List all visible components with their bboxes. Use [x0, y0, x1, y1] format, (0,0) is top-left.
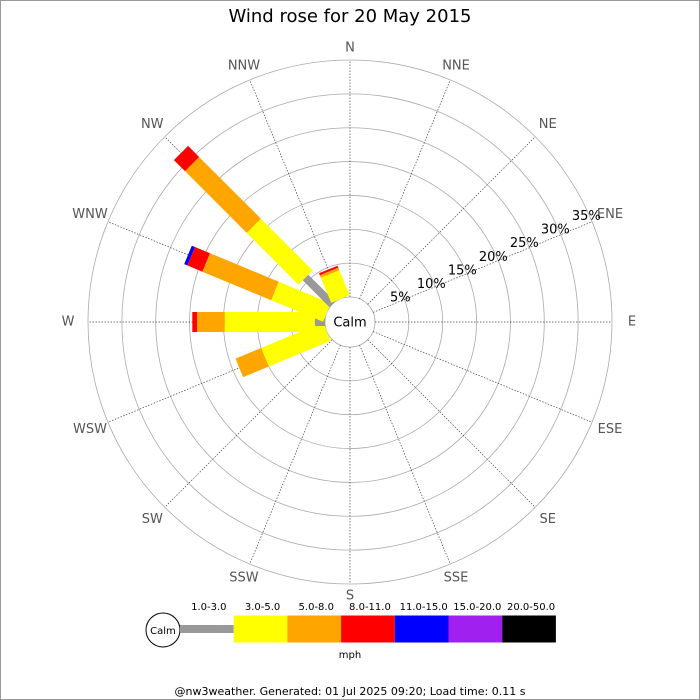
spoke [367, 136, 536, 305]
direction-label: SE [540, 512, 556, 527]
r-tick-label: 30% [541, 223, 570, 238]
legend-label: 3.0-5.0 [245, 602, 280, 613]
r-tick-label: 10% [417, 277, 446, 292]
direction-label: N [345, 41, 355, 56]
direction-label: NW [141, 117, 164, 132]
legend-swatch [180, 625, 234, 633]
bar-segment [173, 145, 200, 172]
spoke [249, 344, 341, 565]
direction-label: E [628, 315, 636, 330]
r-tick-label: 15% [448, 263, 477, 278]
legend-swatch [448, 615, 503, 643]
direction-label: ENE [597, 207, 623, 222]
bar-segment [319, 265, 339, 276]
legend-unit: mph [339, 650, 361, 661]
chart-title: Wind rose for 20 May 2015 [229, 6, 472, 27]
r-tick-label: 35% [572, 209, 601, 224]
bar-segment [184, 245, 195, 266]
direction-label: S [346, 589, 354, 604]
legend-swatch [233, 615, 288, 643]
bar-segment [185, 157, 261, 233]
legend-label: 5.0-8.0 [299, 602, 334, 613]
bar-segment [202, 253, 279, 301]
legend-label: 15.0-20.0 [453, 602, 501, 613]
spoke [372, 221, 593, 313]
legend-swatch [341, 615, 395, 643]
direction-label: NNE [442, 59, 470, 74]
direction-label: SSE [444, 570, 469, 585]
bar-segment [261, 322, 331, 367]
legend-label: 8.0-11.0 [349, 602, 391, 613]
bar-segment [235, 348, 269, 378]
bar-segment [197, 312, 225, 332]
bar-segment [319, 267, 340, 278]
legend-swatch [394, 615, 449, 643]
bar-segment [271, 281, 331, 322]
direction-label: SW [142, 512, 163, 527]
bar-segment [192, 312, 197, 332]
bar-segment [320, 270, 350, 303]
r-tick-label: 5% [390, 290, 411, 305]
calm-fill [326, 298, 374, 346]
bar-segment [224, 312, 315, 332]
bar-segment [246, 218, 313, 285]
legend-label: 1.0-3.0 [191, 602, 226, 613]
legend-label: 20.0-50.0 [507, 602, 555, 613]
r-tick-label: 25% [510, 236, 539, 251]
direction-label: NNW [228, 59, 260, 74]
direction-label: W [62, 315, 75, 330]
calm-label: Calm [333, 316, 366, 331]
legend-swatch [287, 615, 342, 643]
spoke [359, 79, 451, 300]
bar-segment [302, 274, 336, 308]
direction-label: WSW [73, 422, 107, 437]
spoke [367, 339, 536, 508]
direction-label: NE [539, 117, 557, 132]
spoke [249, 79, 341, 300]
grid-ring [121, 93, 579, 551]
spoke [164, 339, 333, 508]
legend-swatch [502, 615, 556, 643]
spoke [372, 331, 593, 423]
r-tick-label: 20% [479, 250, 508, 265]
bar-segment [187, 247, 210, 272]
grid-ring [87, 59, 613, 585]
legend-label: 11.0-15.0 [400, 602, 448, 613]
spoke [359, 344, 451, 565]
direction-label: SSW [229, 570, 259, 585]
direction-label: WNW [72, 207, 108, 222]
direction-label: ESE [598, 422, 623, 437]
footer: @nw3weather. Generated: 01 Jul 2025 09:2… [175, 685, 526, 698]
legend-calm-label: Calm [150, 626, 176, 637]
